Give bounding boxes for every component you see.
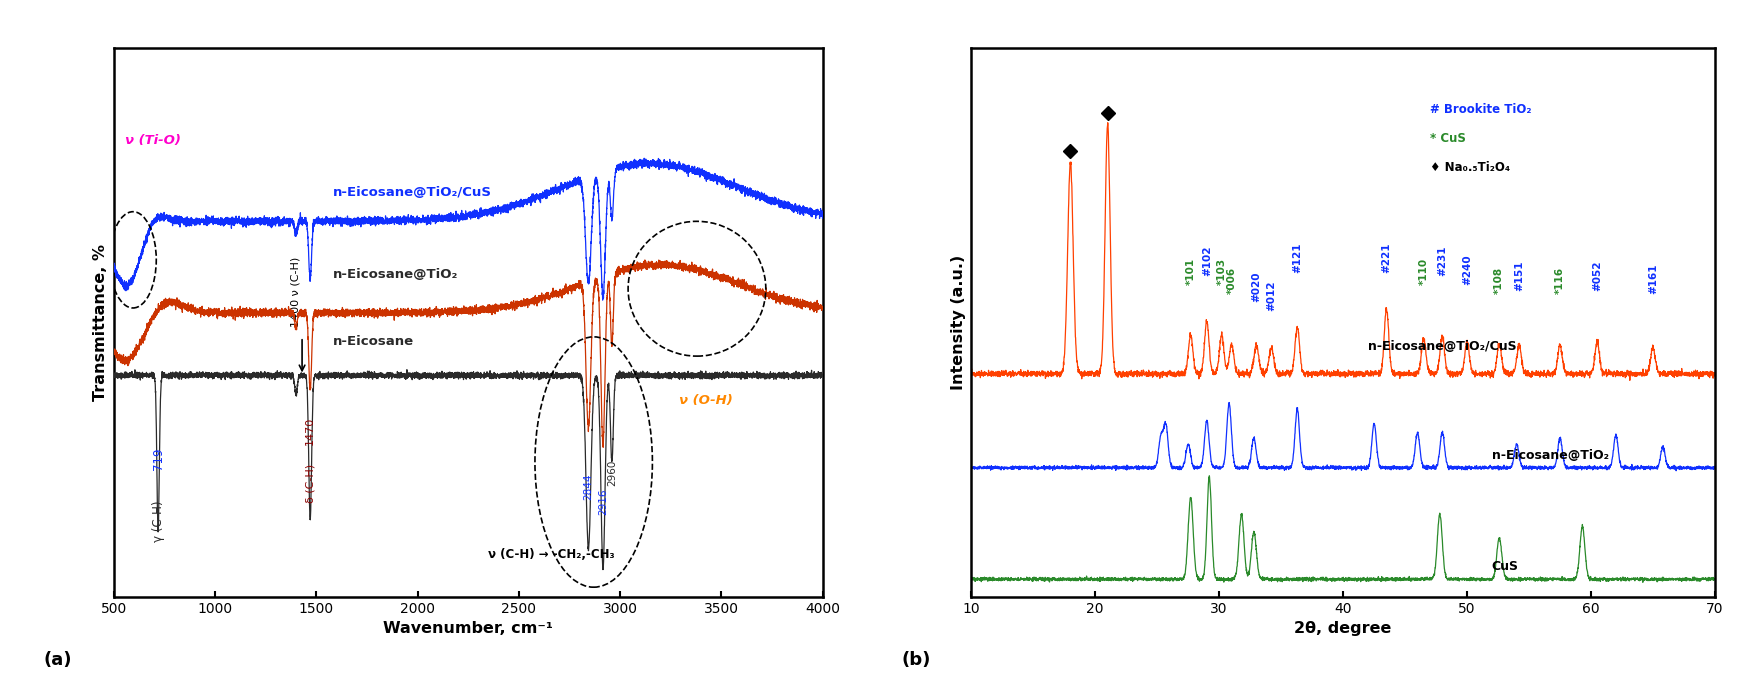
Text: *006: *006	[1227, 266, 1237, 294]
Text: δ (C-H): δ (C-H)	[304, 464, 315, 503]
Text: #161: #161	[1648, 263, 1657, 294]
Text: n-Eicosane@TiO₂/CuS: n-Eicosane@TiO₂/CuS	[332, 186, 492, 199]
Text: 2960: 2960	[607, 460, 618, 486]
Text: 2844: 2844	[583, 473, 593, 500]
Text: *116: *116	[1556, 266, 1564, 294]
Text: n-Eicosane: n-Eicosane	[332, 335, 413, 348]
Text: *101: *101	[1186, 258, 1195, 285]
Text: ν (O-H): ν (O-H)	[679, 394, 733, 407]
Text: #231: #231	[1437, 246, 1447, 276]
Text: #012: #012	[1267, 281, 1276, 311]
Text: 1400 ν (C-H): 1400 ν (C-H)	[290, 257, 301, 327]
Text: ♦ Na₀.₅Ti₂O₄: ♦ Na₀.₅Ti₂O₄	[1430, 161, 1510, 174]
Text: #151: #151	[1514, 260, 1524, 291]
Y-axis label: Intensity (a.u.): Intensity (a.u.)	[950, 255, 966, 390]
Text: * CuS: * CuS	[1430, 132, 1466, 145]
Text: #052: #052	[1592, 260, 1603, 291]
Text: *110: *110	[1419, 258, 1428, 285]
Text: n-Eicosane@TiO₂: n-Eicosane@TiO₂	[332, 268, 458, 281]
Text: # Brookite TiO₂: # Brookite TiO₂	[1430, 103, 1531, 115]
Y-axis label: Transmittance, %: Transmittance, %	[93, 244, 108, 401]
Text: ν (C-H) → -CH₂,-CH₃: ν (C-H) → -CH₂,-CH₃	[488, 548, 614, 561]
Text: (a): (a)	[44, 652, 72, 670]
Text: γ (C-H): γ (C-H)	[152, 501, 164, 542]
Text: #121: #121	[1292, 243, 1302, 273]
Text: CuS: CuS	[1491, 560, 1519, 573]
Text: ν (Ti-O): ν (Ti-O)	[124, 134, 180, 147]
Text: 2916: 2916	[598, 488, 607, 514]
Text: #240: #240	[1461, 255, 1472, 285]
Text: *103: *103	[1216, 258, 1227, 285]
Text: *108: *108	[1494, 266, 1505, 294]
X-axis label: 2θ, degree: 2θ, degree	[1295, 622, 1391, 636]
Text: 719: 719	[152, 447, 164, 470]
Text: n-Eicosane@TiO₂/CuS: n-Eicosane@TiO₂/CuS	[1368, 340, 1517, 353]
Text: #221: #221	[1381, 243, 1391, 273]
Text: (b): (b)	[901, 652, 931, 670]
Text: 1470: 1470	[304, 416, 315, 445]
Text: #102: #102	[1202, 246, 1211, 276]
Text: n-Eicosane@TiO₂: n-Eicosane@TiO₂	[1491, 449, 1608, 462]
Text: #020: #020	[1251, 272, 1262, 303]
X-axis label: Wavenumber, cm⁻¹: Wavenumber, cm⁻¹	[383, 622, 553, 636]
